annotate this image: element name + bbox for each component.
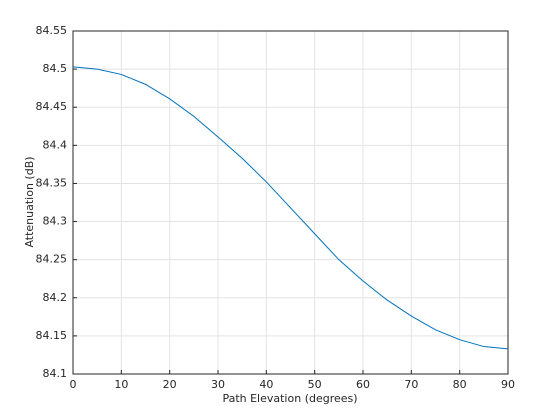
x-tick-label: 50 <box>308 378 322 391</box>
plot-frame <box>72 30 509 375</box>
data-line <box>72 66 509 350</box>
y-tick-label: 84.5 <box>43 62 68 75</box>
y-tick-label: 84.55 <box>36 24 68 37</box>
x-tick-label: 70 <box>404 378 418 391</box>
x-tick-label: 30 <box>211 378 225 391</box>
y-tick-label: 84.15 <box>36 329 68 342</box>
x-tick-label: 40 <box>259 378 273 391</box>
x-tick-label: 20 <box>163 378 177 391</box>
y-tick-label: 84.35 <box>36 176 68 189</box>
x-tick-label: 10 <box>114 378 128 391</box>
y-tick-label: 84.4 <box>43 138 68 151</box>
y-tick-label: 84.1 <box>43 367 68 380</box>
x-tick-label: 80 <box>453 378 467 391</box>
y-tick-label: 84.2 <box>43 291 68 304</box>
x-tick-label: 0 <box>70 378 77 391</box>
x-axis-label: Path Elevation (degrees) <box>222 392 357 405</box>
y-tick-label: 84.3 <box>43 215 68 228</box>
x-tick-label: 60 <box>356 378 370 391</box>
y-tick-label: 84.25 <box>36 253 68 266</box>
y-axis-label: Attenuation (dB) <box>23 156 36 247</box>
x-tick-label: 90 <box>501 378 515 391</box>
y-tick-label: 84.45 <box>36 100 68 113</box>
